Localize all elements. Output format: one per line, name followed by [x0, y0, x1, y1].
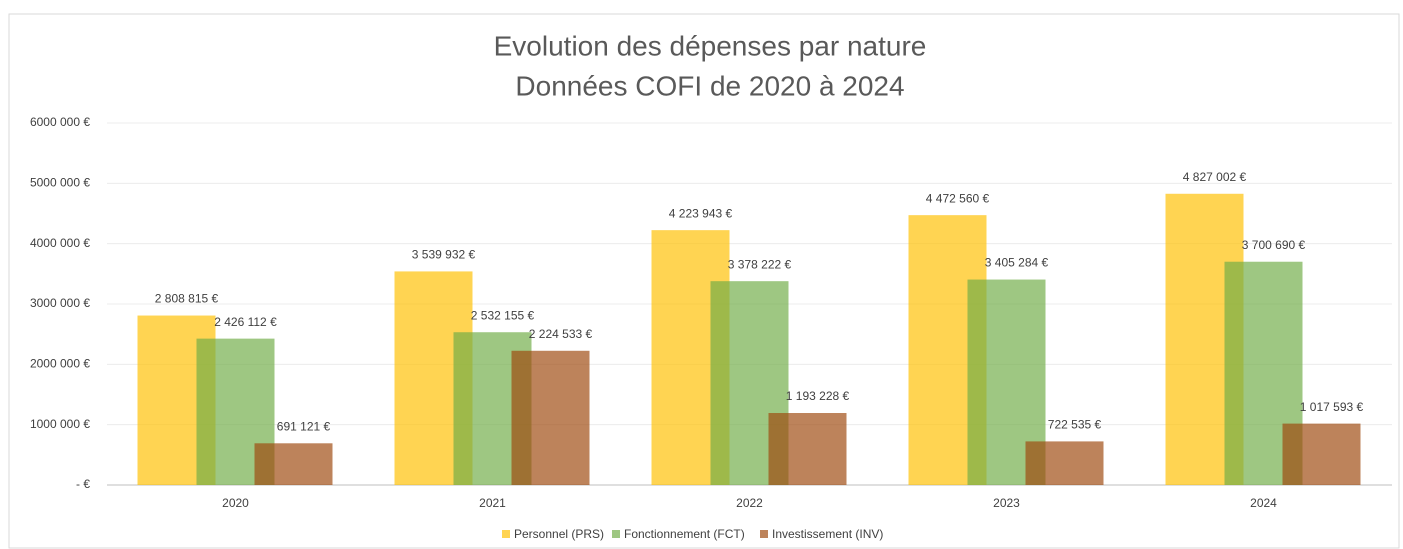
legend-label: Investissement (INV) — [772, 527, 883, 541]
bar — [1282, 423, 1361, 485]
x-tick-label: 2021 — [479, 496, 506, 510]
x-tick-label: 2023 — [993, 496, 1020, 510]
legend-swatch — [502, 530, 510, 538]
chart-subtitle: Données COFI de 2020 à 2024 — [515, 70, 904, 101]
data-label: 3 378 222 € — [728, 257, 792, 271]
legend-swatch — [760, 530, 768, 538]
data-label: 722 535 € — [1048, 418, 1102, 432]
data-label: 1 017 593 € — [1300, 400, 1364, 414]
y-tick-label: 5000 000 € — [30, 176, 90, 190]
data-label: 2 426 112 € — [214, 315, 277, 329]
y-tick-label: 6000 000 € — [30, 115, 90, 129]
y-tick-label: - € — [76, 477, 90, 491]
x-tick-label: 2024 — [1250, 496, 1277, 510]
x-tick-label: 2022 — [736, 496, 763, 510]
data-label: 691 121 € — [277, 419, 331, 433]
bar — [511, 350, 590, 485]
chart-title: Evolution des dépenses par nature — [494, 30, 927, 61]
data-label: 1 193 228 € — [786, 389, 850, 403]
bar — [768, 413, 847, 485]
legend-label: Personnel (PRS) — [514, 527, 604, 541]
data-label: 3 405 284 € — [985, 256, 1049, 270]
data-label: 4 827 002 € — [1183, 170, 1247, 184]
data-label: 3 700 690 € — [1242, 238, 1306, 252]
data-label: 2 224 533 € — [529, 327, 593, 341]
y-tick-label: 3000 000 € — [30, 296, 90, 310]
y-tick-label: 2000 000 € — [30, 357, 90, 371]
x-tick-label: 2020 — [222, 496, 249, 510]
legend-swatch — [612, 530, 620, 538]
y-tick-label: 1000 000 € — [30, 417, 90, 431]
y-tick-label: 4000 000 € — [30, 236, 90, 250]
data-label: 4 472 560 € — [926, 191, 990, 205]
data-label: 2 532 155 € — [471, 308, 535, 322]
data-label: 2 808 815 € — [155, 292, 219, 306]
data-label: 4 223 943 € — [669, 206, 733, 220]
bar — [254, 443, 333, 485]
data-label: 3 539 932 € — [412, 248, 476, 262]
legend-label: Fonctionnement (FCT) — [624, 527, 745, 541]
bar — [1025, 441, 1104, 485]
